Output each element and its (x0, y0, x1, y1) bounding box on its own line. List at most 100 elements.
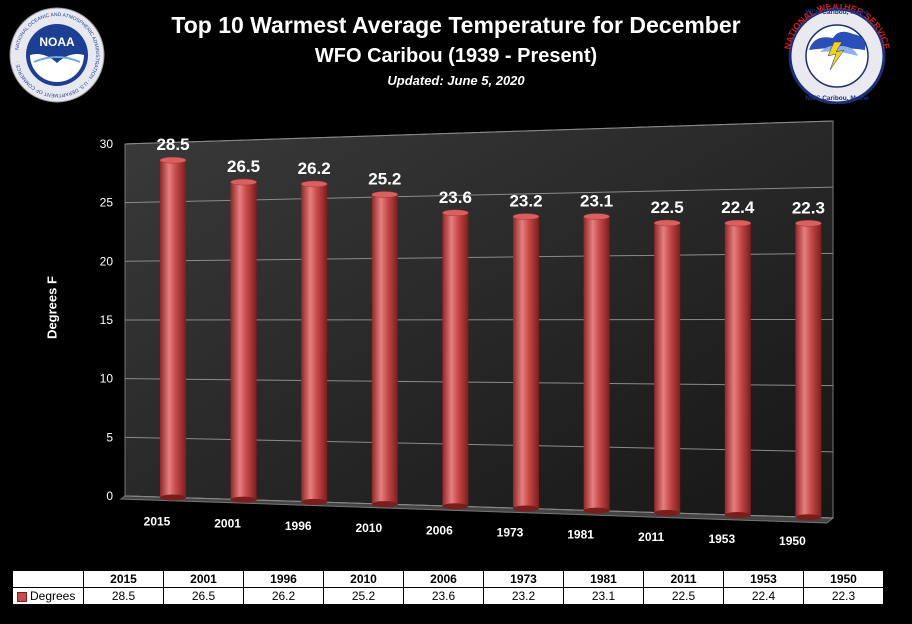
bar-body (724, 223, 751, 516)
bar-body (795, 223, 822, 518)
nws-top-text: WFO Caribou, Maine (805, 9, 869, 16)
bar-top (724, 219, 752, 227)
data-table-row-label: Degrees (12, 587, 84, 605)
data-table-value: 28.5 (83, 587, 164, 605)
x-tick-label: 1950 (779, 534, 806, 548)
y-tick-label: 30 (100, 137, 114, 151)
bar-1950: 22.3 (792, 198, 825, 521)
bar-base (724, 512, 751, 519)
bar-base (160, 494, 186, 501)
data-table-value-row: Degrees 28.5 26.5 26.2 25.2 23.6 23.2 23.1 22.5… (12, 587, 884, 605)
bar-series: 28.5 26.5 26.2 25.2 23.6 23.2 23.1 22.5 22.4 22.3 (156, 135, 825, 521)
y-tick-label: 25 (100, 196, 114, 210)
data-label: 23.6 (439, 188, 472, 207)
bar-top (371, 191, 399, 198)
legend-label: Degrees (30, 589, 76, 603)
data-table-value: 25.2 (323, 587, 404, 605)
bar-body (513, 216, 539, 509)
chart-subtitle: WFO Caribou (1939 - Present) (314, 45, 598, 67)
data-table-year-2015: 2015 (83, 570, 164, 588)
y-tick-label: 15 (100, 313, 114, 327)
data-table-value: 26.5 (163, 587, 244, 605)
data-label: 25.2 (368, 170, 401, 189)
bar-2011: 22.5 (651, 198, 684, 516)
bar-base (795, 514, 822, 521)
data-table-year-2006: 2006 (403, 570, 484, 588)
data-table-year-1996: 1996 (243, 570, 324, 588)
bar-base (654, 509, 681, 516)
data-table-value: 23.2 (483, 587, 564, 605)
bar-body (371, 194, 398, 505)
bar-base (301, 498, 328, 505)
data-table-value: 22.5 (643, 587, 724, 605)
x-tick-label: 1996 (285, 519, 312, 533)
bar-base (583, 507, 610, 514)
bar-body (301, 183, 328, 502)
x-axis-tick-labels: 2015 2001 1996 2010 2006 1973 1981 2011 1953 1950 (144, 514, 806, 548)
nws-logo: NATIONAL WEATHER SERVICE WFO Caribou, Ma… (782, 4, 892, 104)
chart-title: Top 10 Warmest Average Temperature for D… (171, 12, 741, 38)
data-table-year-1950: 1950 (803, 570, 884, 588)
data-table-year-2001: 2001 (163, 570, 244, 588)
data-label: 22.5 (651, 198, 684, 217)
data-table-value: 22.3 (803, 587, 884, 605)
bar-2006: 23.6 (439, 188, 472, 510)
data-label: 26.2 (298, 159, 331, 178)
data-table-value: 23.6 (403, 587, 484, 605)
data-table-header-row: 2015 2001 1996 2010 2006 1973 1981 2011 1953 1950 (12, 570, 884, 588)
bar-body (442, 212, 469, 507)
data-label: 23.1 (580, 192, 613, 211)
bar-body (583, 216, 610, 511)
data-table: 2015 2001 1996 2010 2006 1973 1981 2011 1953 1950… (12, 570, 884, 605)
bar-top (230, 178, 257, 186)
data-table-value: 22.4 (723, 587, 804, 605)
data-label: 28.5 (156, 135, 189, 154)
x-tick-label: 1973 (497, 525, 524, 539)
bar-base (371, 501, 398, 508)
x-tick-label: 1953 (708, 532, 735, 546)
data-label: 23.2 (509, 192, 542, 211)
data-table-corner (12, 570, 84, 588)
bar-top (512, 213, 540, 220)
data-label: 26.5 (227, 157, 260, 176)
bar-2001: 26.5 (227, 157, 260, 503)
data-table-value: 23.1 (563, 587, 644, 605)
bar-top (653, 219, 681, 227)
y-tick-label: 20 (100, 254, 114, 268)
bar-body (160, 160, 186, 498)
x-tick-label: 1981 (567, 528, 594, 542)
bar-1973: 23.2 (509, 192, 543, 512)
noaa-logo-text: NOAA (39, 35, 75, 49)
x-tick-label: 2011 (638, 530, 664, 544)
y-tick-label: 0 (106, 489, 113, 503)
bar-top (795, 220, 822, 227)
y-tick-label: 10 (100, 372, 114, 386)
nws-bottom-text: NWS Caribou, Maine (805, 95, 869, 102)
bar-2010: 25.2 (368, 170, 401, 508)
bar-base (442, 503, 469, 510)
bar-base (513, 505, 539, 512)
x-tick-label: 2015 (144, 514, 171, 528)
bar-1981: 23.1 (580, 192, 613, 514)
x-tick-label: 2001 (214, 517, 241, 531)
data-table-year-1981: 1981 (563, 570, 644, 588)
bar-top (300, 180, 328, 188)
data-table-year-2011: 2011 (643, 570, 724, 588)
data-table-year-1973: 1973 (483, 570, 564, 588)
bar-1953: 22.4 (721, 198, 755, 519)
bar-body (230, 182, 257, 500)
bar-top (583, 213, 610, 220)
data-label: 22.3 (792, 198, 825, 217)
gridline (124, 120, 834, 145)
bar-top (442, 209, 469, 217)
legend-swatch (17, 591, 27, 602)
x-tick-label: 2010 (355, 521, 382, 535)
noaa-logo: NOAA NATIONAL OCEANIC AND ATMOSPHERIC AD… (9, 7, 105, 103)
y-axis-tick-labels: 0 5 10 15 20 25 30 (100, 137, 114, 503)
data-label: 22.4 (721, 198, 755, 217)
bar-base (230, 496, 257, 503)
x-tick-label: 2006 (426, 523, 453, 537)
data-table-year-1953: 1953 (723, 570, 804, 588)
updated-date: Updated: June 5, 2020 (387, 73, 525, 88)
